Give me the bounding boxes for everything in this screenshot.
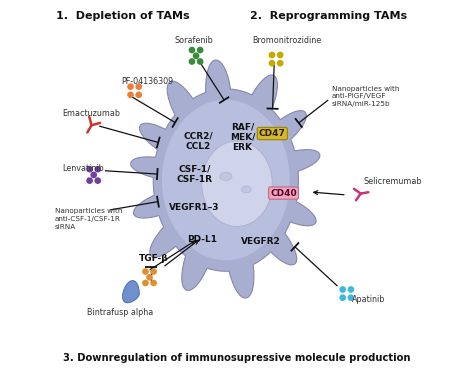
Circle shape (91, 171, 97, 178)
Circle shape (189, 47, 195, 53)
Circle shape (347, 286, 354, 293)
Polygon shape (131, 60, 320, 298)
Circle shape (136, 92, 142, 98)
Circle shape (277, 60, 283, 66)
Circle shape (142, 280, 149, 286)
Circle shape (277, 52, 283, 58)
Circle shape (193, 53, 200, 59)
Circle shape (150, 268, 157, 275)
Text: Nanoparticles with
anti-PlGF/VEGF
siRNA/miR-125b: Nanoparticles with anti-PlGF/VEGF siRNA/… (332, 86, 399, 107)
Circle shape (136, 83, 142, 90)
Text: TGF-β: TGF-β (138, 254, 168, 263)
Text: CD47: CD47 (259, 129, 286, 138)
Polygon shape (162, 100, 290, 260)
Text: Bintrafusp alpha: Bintrafusp alpha (87, 308, 153, 317)
Text: CD40: CD40 (270, 189, 297, 198)
Text: VEGFR2: VEGFR2 (241, 237, 281, 246)
Circle shape (339, 294, 346, 301)
Text: Bromonitrozidine: Bromonitrozidine (253, 36, 322, 45)
Circle shape (347, 294, 354, 301)
Text: Sorafenib: Sorafenib (175, 36, 214, 45)
Circle shape (189, 58, 195, 65)
Text: 1.  Depletion of TAMs: 1. Depletion of TAMs (56, 11, 190, 21)
Circle shape (94, 166, 101, 172)
Circle shape (269, 60, 275, 66)
Text: PF-04136309: PF-04136309 (122, 77, 174, 86)
Text: 3. Downregulation of immunosupressive molecule production: 3. Downregulation of immunosupressive mo… (63, 353, 411, 363)
Text: Apatinib: Apatinib (352, 295, 386, 304)
Ellipse shape (241, 186, 251, 193)
Circle shape (142, 268, 149, 275)
Circle shape (127, 92, 134, 98)
Text: PD-L1: PD-L1 (187, 235, 217, 244)
Text: Selicremumab: Selicremumab (364, 177, 422, 186)
Polygon shape (123, 281, 139, 303)
Text: Emactuzumab: Emactuzumab (62, 108, 120, 117)
Text: Lenvatinib: Lenvatinib (62, 164, 104, 173)
Text: CSF-1/
CSF-1R: CSF-1/ CSF-1R (176, 165, 212, 184)
Circle shape (146, 274, 153, 280)
Text: RAF/
MEK/
ERK: RAF/ MEK/ ERK (230, 122, 255, 152)
Ellipse shape (219, 172, 232, 180)
Text: Nanoparticles with
anti-CSF-1/CSF-1R
siRNA: Nanoparticles with anti-CSF-1/CSF-1R siR… (55, 209, 122, 230)
Circle shape (150, 280, 157, 286)
Text: CCR2/
CCL2: CCR2/ CCL2 (183, 131, 213, 151)
Text: 2.  Reprogramming TAMs: 2. Reprogramming TAMs (250, 11, 407, 21)
Circle shape (269, 52, 275, 58)
Circle shape (86, 177, 93, 184)
Circle shape (339, 286, 346, 293)
Circle shape (127, 83, 134, 90)
Ellipse shape (201, 141, 273, 226)
Circle shape (197, 58, 203, 65)
Circle shape (197, 47, 203, 53)
Text: VEGFR1–3: VEGFR1–3 (169, 204, 219, 213)
Circle shape (86, 166, 93, 172)
Circle shape (94, 177, 101, 184)
